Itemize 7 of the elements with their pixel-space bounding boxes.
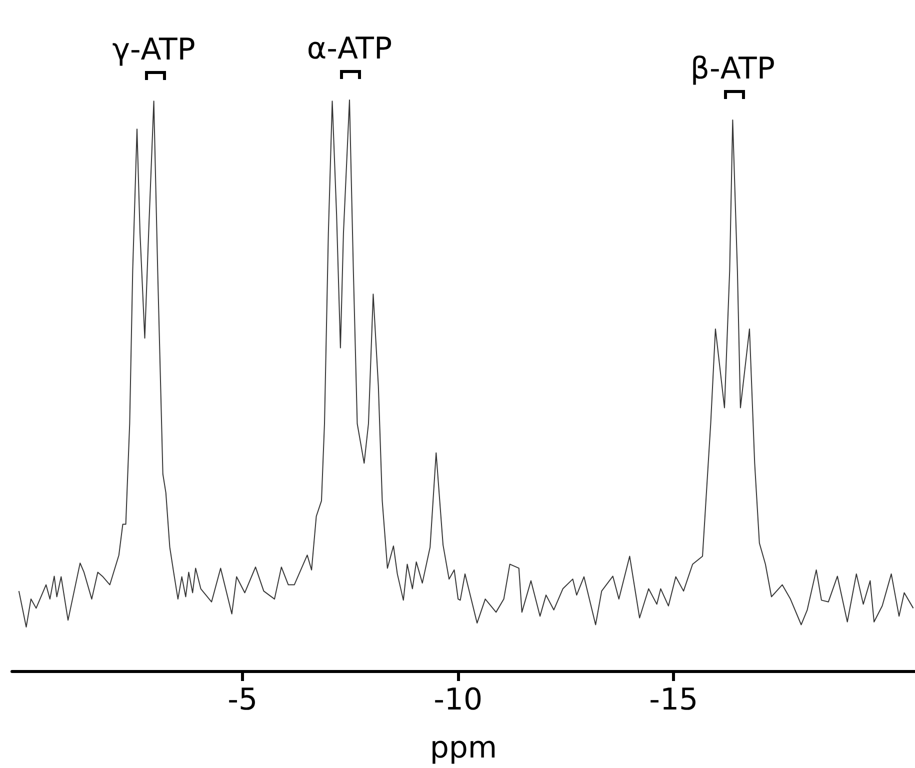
x-tick-label: -10 xyxy=(434,682,483,718)
annotation: γ-ATP xyxy=(112,32,196,68)
x-tick-label: -5 xyxy=(228,682,258,718)
x-tick-label: -15 xyxy=(649,682,698,718)
x-axis-title: ppm xyxy=(430,730,498,766)
annotation: α-ATP xyxy=(306,32,392,66)
annotation: β-ATP xyxy=(690,51,775,86)
